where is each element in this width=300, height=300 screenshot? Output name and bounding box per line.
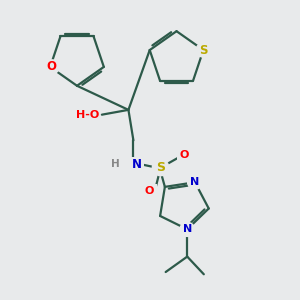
Text: H-O: H-O — [76, 110, 99, 120]
Text: H: H — [111, 159, 119, 170]
Circle shape — [180, 222, 194, 236]
Text: N: N — [190, 177, 200, 187]
Bar — [129, 158, 144, 172]
Text: N: N — [132, 158, 142, 171]
Bar — [109, 159, 121, 170]
Bar — [142, 184, 157, 198]
Bar — [177, 148, 192, 162]
Text: O: O — [47, 60, 57, 74]
Circle shape — [196, 43, 211, 57]
Circle shape — [44, 60, 59, 74]
Text: O: O — [180, 150, 189, 160]
Text: S: S — [156, 161, 165, 174]
Circle shape — [152, 160, 169, 176]
Circle shape — [188, 175, 202, 189]
Text: S: S — [199, 44, 208, 57]
Text: O: O — [145, 186, 154, 196]
Bar — [75, 108, 100, 121]
Text: N: N — [183, 224, 192, 234]
